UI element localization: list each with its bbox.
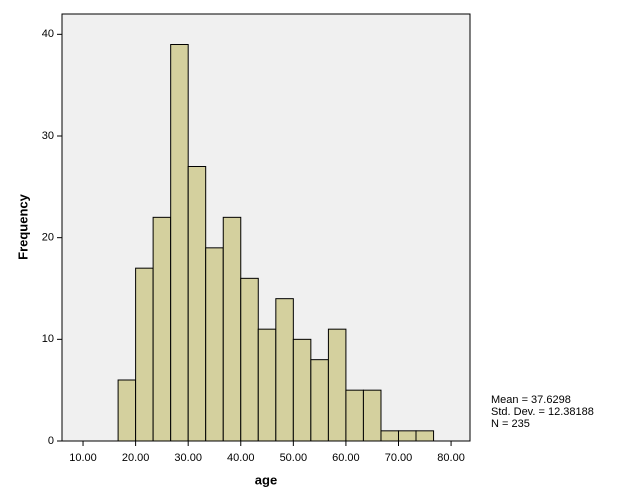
- x-tick-label: 50.00: [280, 452, 308, 464]
- bar: [327, 328, 347, 442]
- x-tick-label: 80.00: [437, 452, 465, 464]
- bar: [187, 166, 207, 442]
- bar: [240, 277, 259, 442]
- bar: [380, 430, 399, 442]
- stat-annotation: N = 235: [491, 418, 530, 430]
- bar: [397, 430, 417, 442]
- bar: [152, 216, 172, 442]
- stat-annotation: Mean = 37.6298: [491, 394, 571, 406]
- bar: [170, 44, 189, 442]
- bar: [117, 379, 137, 442]
- bar: [222, 216, 242, 442]
- y-tick-label: 10: [42, 333, 54, 345]
- x-tick-label: 60.00: [332, 452, 360, 464]
- stat-annotation: Std. Dev. = 12.38188: [491, 406, 594, 418]
- bar: [345, 389, 364, 442]
- bar: [205, 247, 224, 442]
- x-tick-label: 10.00: [69, 452, 97, 464]
- y-tick-label: 40: [42, 28, 54, 40]
- x-axis-title: age: [255, 472, 277, 487]
- bar: [135, 267, 154, 442]
- bar: [257, 328, 277, 442]
- x-tick-label: 40.00: [227, 452, 255, 464]
- x-tick-label: 70.00: [385, 452, 413, 464]
- y-axis-title: Frequency: [15, 193, 30, 260]
- x-tick-label: 20.00: [122, 452, 150, 464]
- bar: [415, 430, 435, 442]
- y-tick-label: 0: [48, 435, 54, 447]
- x-tick-label: 30.00: [174, 452, 202, 464]
- bar: [292, 338, 312, 442]
- y-tick-label: 30: [42, 130, 54, 142]
- bar: [362, 389, 382, 442]
- bar: [310, 359, 329, 442]
- y-tick-label: 20: [42, 232, 54, 244]
- bar: [275, 298, 294, 442]
